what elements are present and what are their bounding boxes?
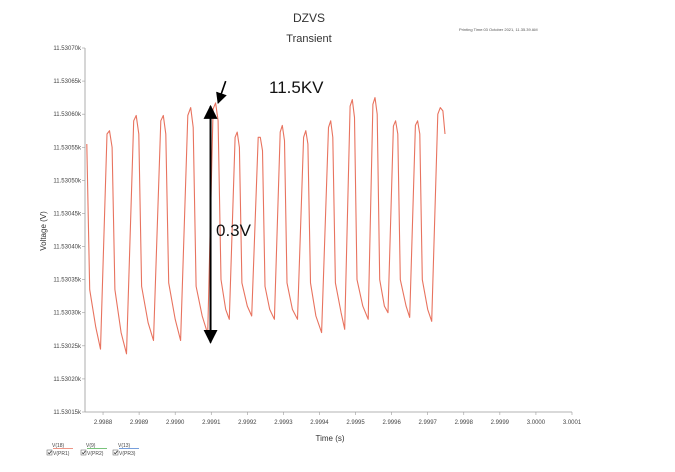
x-tick-label: 2.9993 — [274, 420, 293, 426]
checkmark-icon — [113, 450, 118, 455]
legend-variable: V(9) — [86, 443, 96, 449]
y-tick-label: 11.53060k — [53, 112, 82, 118]
checkmark-icon — [47, 450, 52, 455]
legend-probe: V(PR3) — [119, 451, 136, 457]
legend-item: V(13) V(PR3) — [112, 443, 139, 457]
x-tick-label: 2.9990 — [166, 420, 185, 426]
x-tick-label: 2.9995 — [346, 420, 365, 426]
y-tick-label: 11.53015k — [53, 410, 82, 416]
legend: V(18) V(PR1) V(9) V(PR2) V(13) V(PR3) — [46, 443, 139, 457]
chart-subtitle: Transient — [286, 33, 331, 45]
legend-variable: V(13) — [118, 443, 131, 449]
x-tick-label: 2.9989 — [130, 420, 149, 426]
y-tick-label: 11.53070k — [53, 46, 82, 52]
legend-checkbox[interactable] — [112, 449, 119, 456]
legend-item: V(18) V(PR1) — [46, 443, 73, 457]
legend-checkbox[interactable] — [46, 449, 53, 456]
peak-annotation-label: 11.5KV — [269, 78, 324, 97]
y-tick-label: 11.53050k — [53, 178, 82, 184]
y-axis-label: Voltage (V) — [39, 211, 48, 251]
peak-arrow — [216, 80, 227, 104]
chart-title: DZVS — [293, 11, 325, 25]
x-tick-label: 2.9997 — [419, 420, 438, 426]
legend-probe: V(PR2) — [87, 451, 104, 457]
swing-annotation-label: 0.3V — [216, 221, 252, 240]
y-tick-label: 11.53065k — [53, 79, 82, 85]
x-axis-label: Time (s) — [315, 434, 344, 443]
legend-probe: V(PR1) — [53, 451, 70, 457]
y-tick-label: 11.53045k — [53, 211, 82, 217]
legend-variable: V(18) — [52, 443, 65, 449]
x-tick-label: 2.9992 — [238, 420, 257, 426]
printing-time: Printing Time:03 October 2021, 11.35.39 … — [459, 27, 538, 32]
y-tick-label: 11.53030k — [53, 311, 82, 317]
x-axis: 2.9988 2.9989 2.9990 2.9991 2.9992 2.9993 2.99… — [85, 411, 582, 426]
y-tick-label: 11.53040k — [53, 245, 82, 251]
x-tick-label: 3.0000 — [527, 420, 546, 426]
y-tick-label: 11.53055k — [53, 145, 82, 151]
y-tick-label: 11.53020k — [53, 377, 82, 383]
x-tick-label: 2.9996 — [382, 420, 401, 426]
y-axis: 11.53070k 11.53065k 11.53060k 11.53055k 11.5… — [53, 46, 86, 416]
y-tick-label: 11.53035k — [53, 278, 82, 284]
series-line-v-pr1 — [86, 97, 446, 355]
legend-item: V(9) V(PR2) — [80, 443, 107, 457]
y-tick-label: 11.53025k — [53, 344, 82, 350]
x-tick-label: 3.0001 — [563, 420, 582, 426]
annotations — [203, 80, 227, 344]
x-tick-label: 2.9994 — [310, 420, 329, 426]
x-tick-label: 2.9999 — [491, 420, 510, 426]
x-tick-label: 2.9988 — [94, 420, 113, 426]
legend-checkbox[interactable] — [80, 449, 87, 456]
checkmark-icon — [81, 450, 86, 455]
x-tick-label: 2.9998 — [455, 420, 474, 426]
x-tick-label: 2.9991 — [202, 420, 221, 426]
